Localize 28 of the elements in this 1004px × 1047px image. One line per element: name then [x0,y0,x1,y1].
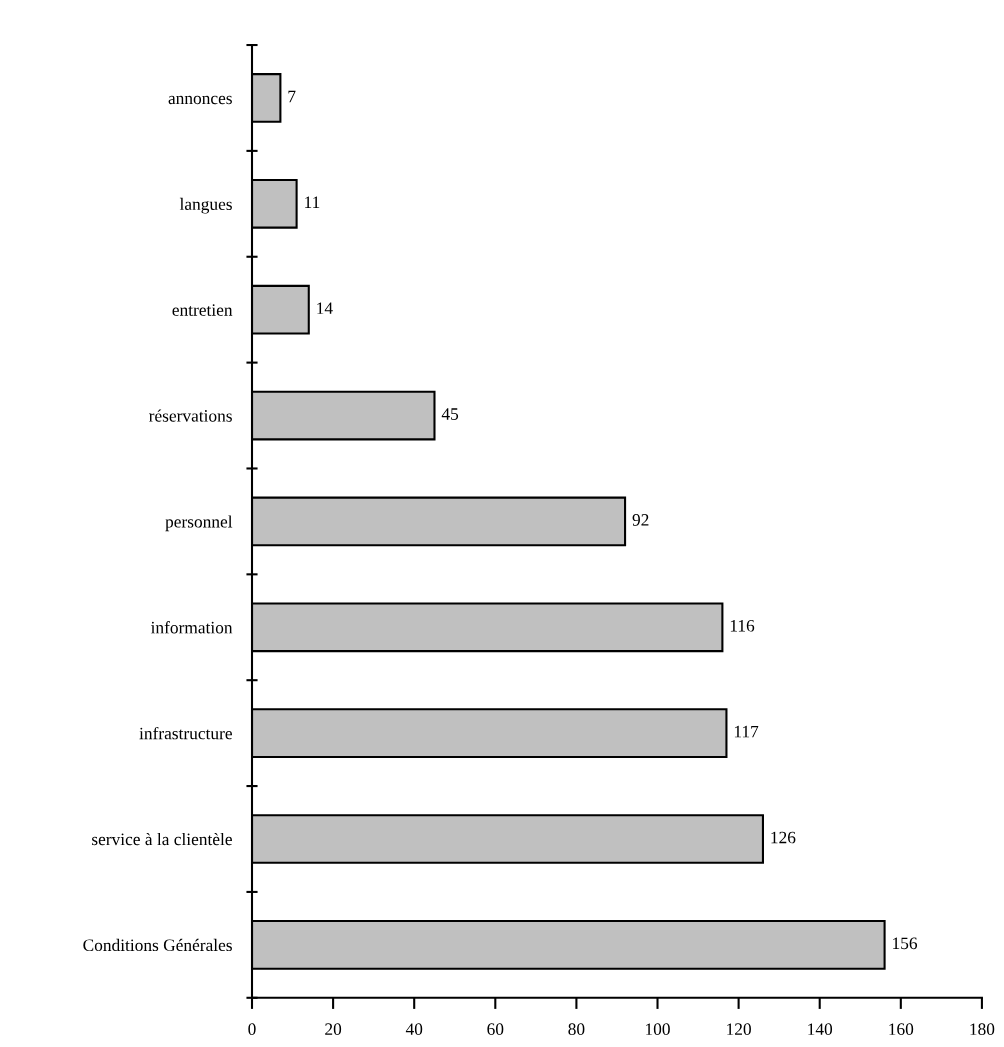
x-tick-label: 160 [889,1023,914,1036]
data-label: 11 [305,196,320,208]
x-tick-label: 100 [646,1023,670,1036]
y-tick-label: annonces [168,95,232,105]
x-tick-label: 180 [970,1023,995,1036]
data-label: 126 [771,831,796,844]
x-tick-label: 80 [568,1023,585,1036]
x-tick-label: 0 [248,1023,256,1036]
y-tick-label: information [150,621,233,634]
data-label: 116 [730,619,755,632]
x-tick-label: 60 [487,1023,504,1036]
data-label: 14 [317,302,333,314]
x-tick-label: 120 [727,1023,751,1036]
data-label: 7 [288,90,296,103]
y-tick-label: service à la clientèle [92,832,232,846]
x-tick-label: 20 [325,1023,342,1036]
x-tick-label: 40 [405,1023,423,1036]
data-label: 92 [632,514,649,526]
y-tick-label: Conditions Générales [83,938,232,952]
y-tick-label: personnel [165,515,233,532]
y-tick-label: infrastructure [139,726,232,740]
data-label: 117 [734,725,759,738]
y-tick-label: langues [179,197,232,214]
data-label: 156 [893,937,918,950]
x-tick-label: 140 [808,1023,833,1036]
data-label: 45 [441,408,459,420]
y-tick-label: réservations [149,409,232,422]
y-tick-label: entretien [172,304,233,316]
